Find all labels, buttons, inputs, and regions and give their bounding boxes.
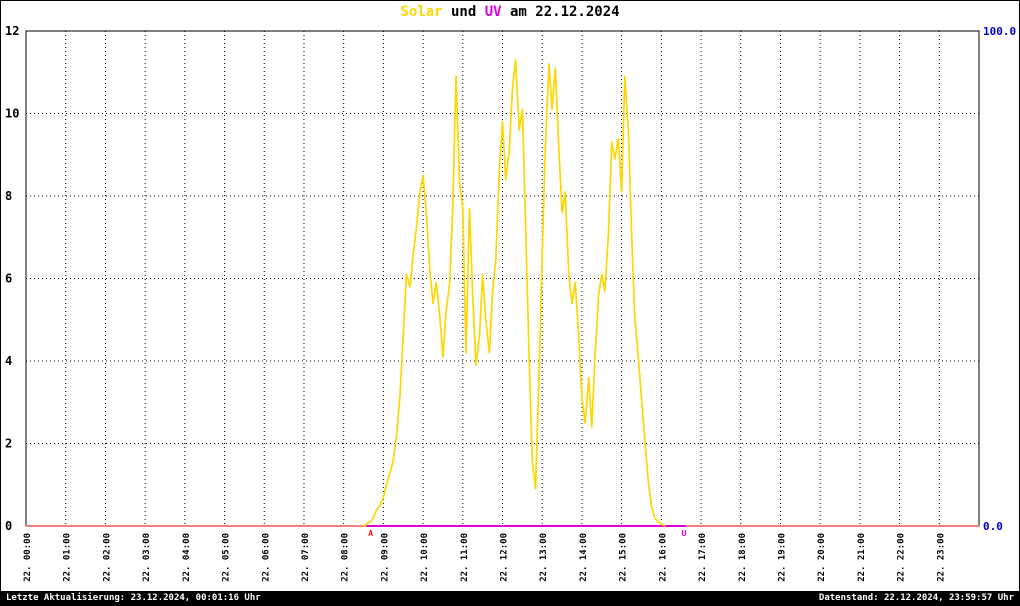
title-date: am 22.12.2024: [501, 4, 620, 20]
x-tick-label: 22. 07:00: [301, 533, 311, 582]
y-left-tick-label: 6: [5, 272, 12, 286]
x-tick-label: 22. 15:00: [619, 533, 629, 582]
x-tick-label: 22. 01:00: [63, 533, 73, 582]
x-tick-label: 22. 23:00: [936, 533, 946, 582]
y-left-tick-label: 0: [5, 519, 12, 533]
y-left-tick-label: 8: [5, 189, 12, 203]
x-tick-label: 22. 04:00: [182, 533, 192, 582]
x-tick-label: 22. 12:00: [500, 533, 510, 582]
y-left-tick-label: 2: [5, 437, 12, 451]
series-solar: [362, 59, 666, 527]
x-tick-label: 22. 18:00: [738, 533, 748, 582]
x-tick-label: 22. 00:00: [23, 533, 33, 582]
data-state-text: Datenstand: 22.12.2024, 23:59:57 Uhr: [818, 593, 1014, 603]
x-tick-label: 22. 17:00: [698, 533, 708, 582]
x-tick-label: 22. 06:00: [261, 533, 271, 582]
x-tick-label: 22. 08:00: [341, 533, 351, 582]
x-tick-label: 22. 10:00: [420, 533, 430, 582]
x-tick-label: 22. 02:00: [102, 533, 112, 582]
marker-a: A: [368, 529, 373, 538]
chart-title: Solar und UV am 22.12.2024: [1, 4, 1019, 20]
last-update-text: Letzte Aktualisierung: 23.12.2024, 00:01…: [6, 593, 261, 603]
x-tick-label: 22. 09:00: [380, 533, 390, 582]
x-tick-label: 22. 21:00: [857, 533, 867, 582]
marker-u: U: [682, 529, 687, 538]
x-tick-label: 22. 16:00: [658, 533, 668, 582]
title-solar-word: Solar: [400, 4, 443, 20]
plot-area: 0 2 4 6 8 10 12 100.0 0.0 22. 00:00 22. 01:00 22. 0…: [5, 24, 1016, 582]
x-tick-label: 22. 19:00: [778, 533, 788, 582]
y-left-tick-label: 4: [5, 354, 12, 368]
x-tick-label: 22. 05:00: [222, 533, 232, 582]
y-right-tick-label: 100.0: [983, 25, 1016, 38]
x-tick-label: 22. 20:00: [817, 533, 827, 582]
x-tick-label: 22. 11:00: [460, 533, 470, 582]
y-right-tick-label: 0.0: [983, 520, 1003, 533]
x-tick-label: 22. 14:00: [579, 533, 589, 582]
x-tick-label: 22. 22:00: [897, 533, 907, 582]
x-tick-label: 22. 13:00: [539, 533, 549, 582]
title-uv-word: UV: [484, 4, 502, 20]
title-und-word: und: [442, 4, 485, 20]
x-tick-label: 22. 03:00: [142, 533, 152, 582]
y-left-tick-label: 12: [5, 24, 19, 38]
status-bar: Letzte Aktualisierung: 23.12.2024, 00:01…: [1, 591, 1019, 605]
y-left-tick-label: 10: [5, 107, 19, 121]
